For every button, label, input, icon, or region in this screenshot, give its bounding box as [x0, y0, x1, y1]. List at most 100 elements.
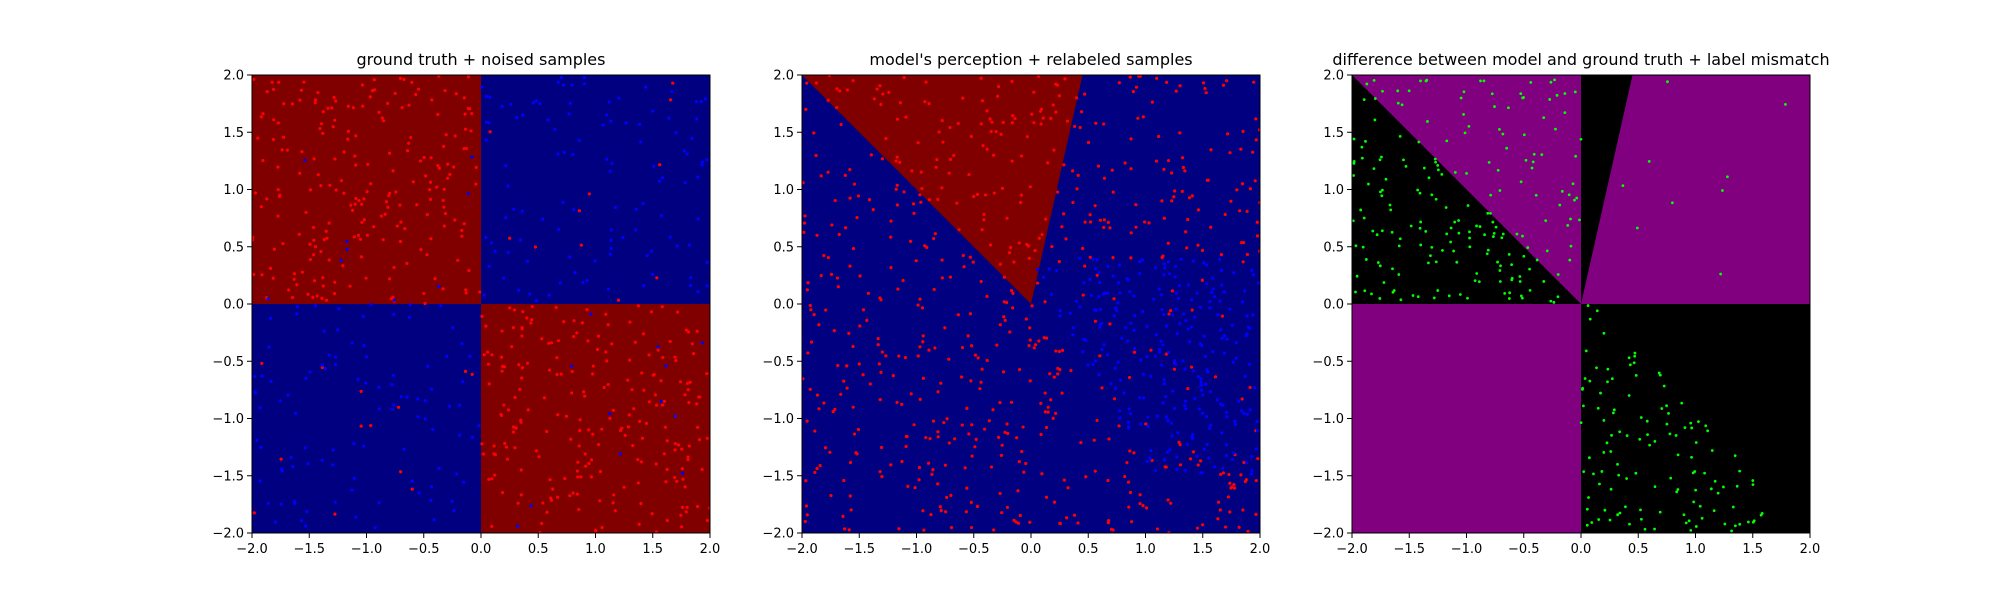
scatter-point: [1251, 273, 1256, 277]
scatter-point: [474, 165, 478, 169]
scatter-point: [513, 446, 517, 450]
scatter-point: [1498, 127, 1501, 131]
scatter-point: [1449, 226, 1453, 230]
scatter-point: [1666, 80, 1669, 84]
scatter-point: [486, 362, 491, 366]
scatter-point: [295, 312, 299, 316]
scatter-point: [1145, 324, 1149, 328]
scatter-point: [1086, 140, 1091, 145]
scatter-point: [662, 399, 667, 403]
scatter-point: [1010, 121, 1015, 125]
scatter-point: [1064, 237, 1068, 241]
scatter-point: [410, 80, 414, 85]
scatter-point: [568, 494, 572, 498]
scatter-point: [1155, 76, 1159, 80]
scatter-point: [637, 522, 641, 526]
scatter-point: [828, 450, 832, 454]
scatter-point: [1235, 188, 1239, 192]
scatter-point: [808, 387, 812, 391]
scatter-point: [1219, 472, 1223, 476]
scatter-point: [1052, 148, 1056, 152]
scatter-point: [506, 184, 510, 188]
scatter-point: [1660, 407, 1664, 410]
scatter-point: [1639, 508, 1642, 512]
scatter-point: [356, 377, 360, 381]
scatter-point: [1254, 447, 1258, 451]
scatter-point: [656, 348, 660, 352]
scatter-point: [1191, 450, 1196, 454]
scatter-point: [1062, 163, 1066, 167]
scatter-point: [428, 197, 432, 201]
scatter-point: [1051, 416, 1055, 421]
scatter-point: [967, 172, 971, 177]
scatter-point: [927, 102, 931, 106]
scatter-point: [1515, 232, 1519, 236]
scatter-point: [969, 344, 974, 348]
scatter-point: [1628, 522, 1631, 526]
scatter-point: [474, 182, 478, 186]
scatter-point: [1176, 431, 1180, 435]
scatter-point: [1432, 296, 1436, 300]
scatter-point: [600, 525, 604, 530]
scatter-point: [1595, 366, 1598, 370]
scatter-point: [272, 247, 277, 251]
scatter-point: [623, 433, 627, 437]
scatter-point: [290, 295, 295, 300]
scatter-point: [914, 259, 918, 263]
scatter-point: [1436, 168, 1440, 172]
scatter-point: [1608, 518, 1612, 522]
scatter-point: [1242, 240, 1246, 245]
scatter-point: [1578, 218, 1581, 222]
scatter-point: [621, 235, 625, 240]
scatter-point: [897, 354, 901, 358]
scatter-point: [920, 187, 924, 191]
scatter-point: [364, 276, 368, 280]
scatter-point: [379, 214, 384, 218]
scatter-point: [1457, 219, 1460, 222]
scatter-point: [1552, 300, 1556, 304]
scatter-point: [1611, 411, 1615, 415]
scatter-point: [530, 318, 534, 322]
scatter-point: [1095, 418, 1099, 423]
scatter-point: [1603, 508, 1607, 512]
scatter-point: [519, 418, 523, 422]
scatter-point: [1645, 419, 1649, 423]
scatter-point: [1022, 470, 1026, 474]
scatter-point: [1000, 186, 1005, 190]
scatter-point: [1098, 218, 1102, 222]
scatter-point: [1253, 179, 1257, 183]
scatter-point: [1139, 358, 1143, 362]
x-tick-label: −1.5: [843, 542, 875, 557]
scatter-point: [704, 97, 708, 101]
scatter-point: [1245, 332, 1249, 336]
scatter-point: [1036, 267, 1040, 271]
scatter-point: [571, 152, 575, 156]
scatter-point: [947, 171, 951, 175]
scatter-point: [462, 480, 466, 484]
scatter-point: [822, 401, 826, 405]
scatter-point: [1494, 225, 1498, 229]
scatter-point: [642, 388, 646, 392]
scatter-point: [1175, 332, 1180, 336]
scatter-point: [1407, 89, 1411, 93]
scatter-point: [813, 429, 817, 433]
scatter-point: [1634, 374, 1638, 377]
scatter-point: [419, 247, 423, 252]
scatter-point: [961, 96, 965, 100]
scatter-point: [1175, 455, 1179, 459]
scatter-point: [979, 380, 983, 384]
scatter-point: [324, 298, 329, 302]
scatter-point: [1602, 450, 1606, 454]
y-tick-label: −2.0: [762, 527, 794, 542]
scatter-point: [399, 220, 403, 224]
scatter-point: [655, 276, 659, 280]
x-tick-label: −0.5: [958, 542, 990, 557]
scatter-point: [394, 190, 398, 194]
scatter-point: [254, 391, 258, 395]
scatter-point: [1207, 456, 1211, 460]
scatter-point: [450, 499, 454, 503]
scatter-point: [259, 115, 263, 119]
scatter-point: [1568, 258, 1572, 262]
scatter-point: [269, 379, 273, 383]
scatter-point: [1219, 402, 1223, 406]
